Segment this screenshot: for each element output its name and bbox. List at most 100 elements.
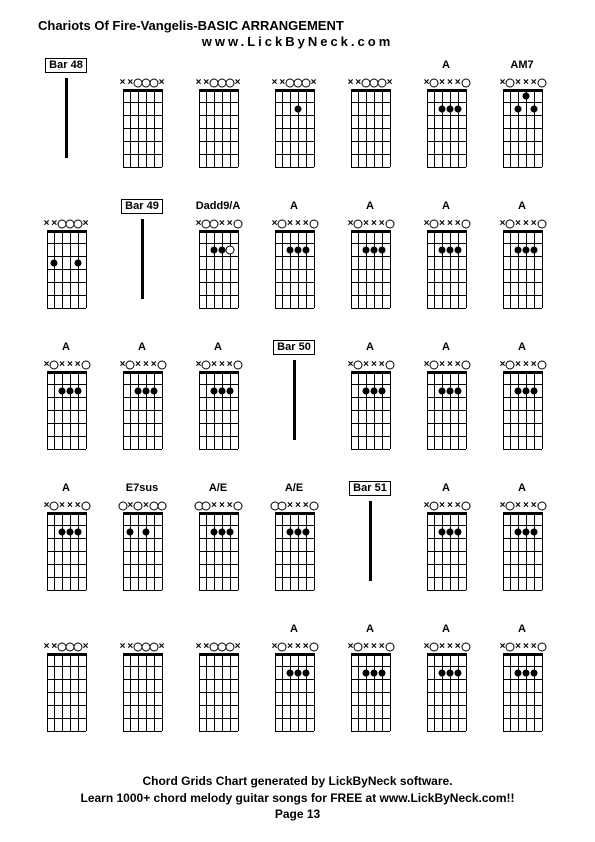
- chord-cell: A/E×××: [190, 481, 246, 604]
- chord-name-label: [292, 58, 295, 73]
- chord-diagram: ××××: [346, 355, 395, 463]
- chord-name-label: [140, 58, 143, 73]
- footer-line-1: Chord Grids Chart generated by LickByNec…: [0, 773, 595, 789]
- chord-name-label: A: [290, 199, 298, 214]
- chord-name-label: A: [138, 340, 146, 355]
- chord-name-label: E7sus: [126, 481, 158, 496]
- chord-name-label: A: [442, 199, 450, 214]
- footer-line-2: Learn 1000+ chord melody guitar songs fo…: [0, 790, 595, 806]
- chord-row: Bar 48 ××× ××× ××× ×××A××××AM7××××: [38, 58, 558, 181]
- chord-name-label: [216, 58, 219, 73]
- chord-diagram: ××××: [42, 355, 91, 463]
- chord-row: ×××Bar 49Dadd9/A×××A××××A××××A××××A××××: [38, 199, 558, 322]
- chord-name-label: [368, 58, 371, 73]
- chord-diagram: ××××: [498, 73, 547, 181]
- chord-cell: A/E×××: [266, 481, 322, 604]
- chord-diagram: ××××: [422, 496, 471, 604]
- chord-diagram: ×××: [118, 73, 167, 181]
- bar-divider: [346, 496, 395, 604]
- chord-row: A××××E7sus××A/E×××A/E×××Bar 51A××××A××××: [38, 481, 558, 604]
- chord-name-label: A: [62, 481, 70, 496]
- chord-name-label: [140, 622, 143, 637]
- chord-name-label: Dadd9/A: [196, 199, 241, 214]
- bar-label: Bar 49: [121, 199, 163, 214]
- chord-name-label: A: [518, 340, 526, 355]
- chord-cell: A××××: [494, 199, 550, 322]
- chord-diagram: ×××: [42, 637, 91, 745]
- chord-cell: E7sus××: [114, 481, 170, 604]
- chord-diagram: ××××: [346, 637, 395, 745]
- chord-name-label: A: [290, 622, 298, 637]
- page: Chariots Of Fire-Vangelis-BASIC ARRANGEM…: [0, 0, 595, 842]
- page-footer: Chord Grids Chart generated by LickByNec…: [0, 773, 595, 822]
- chord-name-label: A: [518, 622, 526, 637]
- chord-grid-area: Bar 48 ××× ××× ××× ×××A××××AM7×××× ×××Ba…: [38, 58, 558, 763]
- chord-cell: A××××: [342, 340, 398, 463]
- bar-label: Bar 48: [45, 58, 87, 73]
- chord-diagram: ×××: [118, 637, 167, 745]
- chord-name-label: A: [366, 340, 374, 355]
- chord-diagram: ××: [118, 496, 167, 604]
- chord-cell: ×××: [190, 58, 246, 181]
- chord-diagram: ××××: [118, 355, 167, 463]
- chord-diagram: ×××: [346, 73, 395, 181]
- chord-cell: AM7××××: [494, 58, 550, 181]
- bar-divider: [118, 214, 167, 322]
- bar-divider: [42, 73, 91, 181]
- chord-cell: A××××: [494, 481, 550, 604]
- chord-diagram: ×××: [194, 637, 243, 745]
- chord-diagram: ××××: [194, 355, 243, 463]
- chord-cell: A××××: [418, 58, 474, 181]
- bar-divider: [270, 355, 319, 463]
- bar-label: Bar 50: [273, 340, 315, 355]
- chord-name-label: AM7: [510, 58, 533, 73]
- chord-diagram: ××××: [346, 214, 395, 322]
- chord-cell: A××××: [114, 340, 170, 463]
- chord-cell: ×××: [266, 58, 322, 181]
- chord-diagram: ×××: [270, 496, 319, 604]
- chord-name-label: A: [366, 199, 374, 214]
- chord-diagram: ××××: [422, 355, 471, 463]
- chord-name-label: A: [366, 622, 374, 637]
- chord-cell: A××××: [266, 622, 322, 745]
- chord-name-label: [64, 199, 67, 214]
- chord-diagram: ××××: [422, 637, 471, 745]
- chord-diagram: ××××: [422, 214, 471, 322]
- chord-name-label: A/E: [209, 481, 227, 496]
- chord-cell: A××××: [418, 481, 474, 604]
- chord-name-label: A: [442, 58, 450, 73]
- page-title: Chariots Of Fire-Vangelis-BASIC ARRANGEM…: [38, 18, 344, 33]
- chord-cell: A××××: [342, 199, 398, 322]
- chord-diagram: ×××: [270, 73, 319, 181]
- chord-cell: A××××: [190, 340, 246, 463]
- chord-name-label: [64, 622, 67, 637]
- chord-diagram: ××××: [498, 214, 547, 322]
- page-subtitle: www.LickByNeck.com: [0, 34, 595, 49]
- chord-cell: ×××: [38, 622, 94, 745]
- chord-cell: ×××: [38, 199, 94, 322]
- chord-cell: ×××: [342, 58, 398, 181]
- chord-name-label: [216, 622, 219, 637]
- chord-cell: ×××: [190, 622, 246, 745]
- chord-name-label: A/E: [285, 481, 303, 496]
- chord-diagram: ×××: [194, 496, 243, 604]
- chord-cell: ×××: [114, 58, 170, 181]
- chord-diagram: ××××: [498, 637, 547, 745]
- chord-diagram: ×××: [194, 73, 243, 181]
- chord-cell: Dadd9/A×××: [190, 199, 246, 322]
- bar-label: Bar 51: [349, 481, 391, 496]
- bar-marker-cell: Bar 50: [266, 340, 322, 463]
- chord-diagram: ××××: [498, 355, 547, 463]
- chord-cell: A××××: [494, 340, 550, 463]
- bar-marker-cell: Bar 49: [114, 199, 170, 322]
- chord-cell: A××××: [418, 622, 474, 745]
- chord-cell: A××××: [342, 622, 398, 745]
- chord-name-label: A: [62, 340, 70, 355]
- chord-diagram: ××××: [498, 496, 547, 604]
- chord-cell: A××××: [418, 199, 474, 322]
- chord-diagram: ×××: [42, 214, 91, 322]
- chord-name-label: A: [442, 340, 450, 355]
- chord-cell: ×××: [114, 622, 170, 745]
- chord-name-label: A: [214, 340, 222, 355]
- chord-row: ××× ××× ×××A××××A××××A××××A××××: [38, 622, 558, 745]
